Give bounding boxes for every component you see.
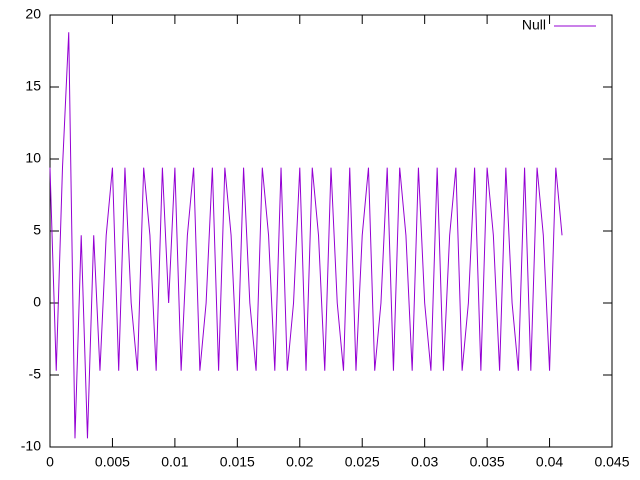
y-tick-label: 10 xyxy=(25,150,41,166)
y-tick-label: 5 xyxy=(33,222,41,238)
x-tick-label: 0.03 xyxy=(411,454,438,470)
x-tick-label: 0.005 xyxy=(95,454,130,470)
y-tick-label: 15 xyxy=(25,78,41,94)
x-tick-label: 0.035 xyxy=(470,454,505,470)
x-tick-label: 0.02 xyxy=(286,454,313,470)
x-tick-label: 0.015 xyxy=(220,454,255,470)
y-tick-label: 0 xyxy=(33,294,41,310)
x-tick-label: 0 xyxy=(46,454,54,470)
plot-frame xyxy=(49,14,613,448)
y-tick-label: 20 xyxy=(25,6,41,22)
y-tick-label: -10 xyxy=(21,438,41,454)
data-line xyxy=(49,32,563,439)
x-tick-label: 0.04 xyxy=(536,454,563,470)
legend-label: Null xyxy=(522,17,546,33)
x-tick-label: 0.045 xyxy=(594,454,629,470)
x-tick-label: 0.01 xyxy=(161,454,188,470)
y-tick-label: -5 xyxy=(29,366,42,382)
x-tick-label: 0.025 xyxy=(345,454,380,470)
